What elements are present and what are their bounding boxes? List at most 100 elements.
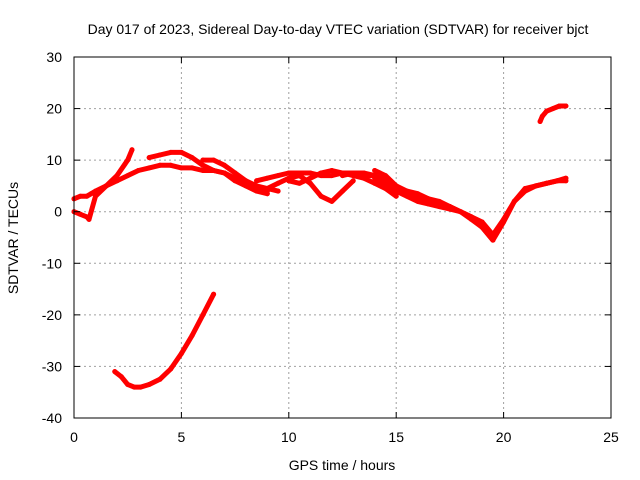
y-tick-label: -30 <box>42 358 62 374</box>
x-tick-label: 0 <box>70 429 78 445</box>
data-point <box>393 188 399 194</box>
x-tick-label: 5 <box>178 429 186 445</box>
y-tick-label: 20 <box>46 101 62 117</box>
data-point <box>383 183 388 189</box>
data-point <box>86 216 92 222</box>
data-point <box>232 170 238 176</box>
data-point <box>157 162 163 168</box>
data-point <box>264 186 270 191</box>
data-point <box>361 175 367 181</box>
data-point <box>275 180 281 186</box>
data-point <box>146 155 152 161</box>
data-point <box>211 157 217 163</box>
data-point <box>168 366 174 372</box>
data-point <box>415 191 421 197</box>
data-point <box>200 168 206 173</box>
data-point <box>286 178 292 184</box>
data-point <box>243 178 249 184</box>
series-layer <box>71 103 569 390</box>
data-point <box>254 183 260 189</box>
y-tick-label: 10 <box>46 152 62 168</box>
data-point <box>550 106 556 112</box>
data-point <box>383 173 388 179</box>
y-tick-label: -20 <box>42 307 62 323</box>
data-point <box>221 170 227 176</box>
x-tick-label: 25 <box>603 429 619 445</box>
data-point <box>329 198 335 204</box>
series-arc-13 <box>112 291 217 390</box>
data-point <box>264 175 270 181</box>
data-point <box>200 157 206 163</box>
data-point <box>138 384 144 390</box>
data-point <box>537 119 543 124</box>
data-point <box>125 157 131 163</box>
data-point <box>129 147 135 153</box>
data-point <box>372 175 378 181</box>
data-point <box>458 209 464 215</box>
data-point <box>539 113 545 119</box>
data-point <box>490 232 496 238</box>
data-point <box>307 170 313 176</box>
data-point <box>544 180 550 186</box>
data-point <box>372 168 378 173</box>
data-point <box>178 149 184 155</box>
data-point <box>490 237 496 243</box>
data-point <box>307 180 313 186</box>
data-point <box>211 168 217 173</box>
x-tick-label: 10 <box>281 429 297 445</box>
data-point <box>318 193 324 199</box>
data-point <box>189 165 195 171</box>
data-point <box>479 224 485 230</box>
data-point <box>340 188 345 194</box>
data-point <box>200 312 206 318</box>
y-tick-label: 0 <box>54 204 62 220</box>
data-point <box>200 162 206 168</box>
data-point <box>340 173 345 179</box>
data-point <box>350 170 356 176</box>
data-point <box>103 183 109 189</box>
ticks: 0 5 10 15 20 25 -40 -30 -20 -10 0 10 20 30 <box>42 49 619 445</box>
data-point <box>125 382 131 387</box>
x-tick-label: 15 <box>388 429 404 445</box>
data-point <box>404 193 410 199</box>
data-point <box>318 170 324 176</box>
y-axis-label: SDTVAR / TECUs <box>5 182 21 294</box>
data-point <box>522 188 528 194</box>
data-point <box>254 178 260 184</box>
data-point <box>393 193 399 199</box>
data-point <box>114 173 120 179</box>
data-point <box>468 214 474 220</box>
data-point <box>112 369 118 375</box>
data-point <box>84 193 90 199</box>
data-point <box>178 351 184 356</box>
series-arc-2 <box>71 147 135 222</box>
data-point <box>447 206 453 212</box>
data-point <box>554 178 560 184</box>
data-point <box>168 162 174 168</box>
data-point <box>501 216 507 222</box>
data-point <box>211 291 217 297</box>
data-point <box>275 173 281 179</box>
data-point <box>157 152 163 158</box>
data-point <box>361 170 367 176</box>
data-point <box>511 198 517 204</box>
data-point <box>393 183 399 189</box>
data-point <box>189 155 195 161</box>
data-point <box>415 198 421 204</box>
data-point <box>329 168 335 173</box>
data-point <box>329 173 335 179</box>
data-point <box>544 108 550 114</box>
data-point <box>168 149 174 155</box>
x-axis-label: GPS time / hours <box>289 457 396 473</box>
data-point <box>77 211 83 217</box>
data-point <box>286 170 292 176</box>
data-point <box>221 162 227 168</box>
data-point <box>146 165 152 171</box>
data-point <box>125 173 131 179</box>
data-point <box>425 201 431 207</box>
data-point <box>135 168 141 173</box>
chart-title: Day 017 of 2023, Sidereal Day-to-day VTE… <box>88 21 589 37</box>
data-point <box>533 183 539 189</box>
data-point <box>563 178 569 184</box>
